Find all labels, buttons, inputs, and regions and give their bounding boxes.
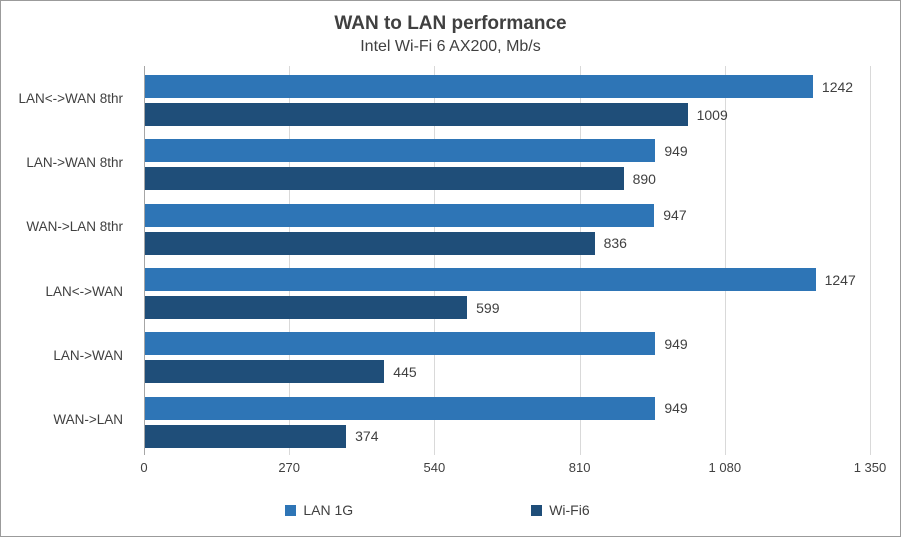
value-label: 1242	[821, 78, 854, 95]
value-label: 949	[664, 335, 688, 352]
category-axis: LAN<->WAN 8thr LAN->WAN 8thr WAN->LAN 8thr…	[1, 66, 136, 452]
bar-group: 949 374	[145, 388, 871, 452]
value-label: 1009	[696, 106, 728, 123]
bar-group: 949 445	[145, 323, 871, 387]
bar-wi-fi6	[145, 296, 468, 320]
x-tick-label: 1 080	[708, 460, 742, 475]
legend-item-wi-fi6: Wi-Fi6	[531, 502, 590, 518]
bar-group: 949 890	[145, 130, 871, 194]
chart-subtitle: Intel Wi-Fi 6 AX200, Mb/s	[360, 38, 541, 55]
bar-lan-1g	[145, 75, 813, 99]
gridline	[289, 66, 291, 455]
x-tick-label: 540	[423, 460, 446, 475]
x-tick-label: 0	[140, 460, 148, 475]
legend-label: Wi-Fi6	[549, 502, 590, 518]
value-label: 599	[476, 299, 500, 316]
bar-row: 949	[145, 139, 871, 163]
category-label: LAN->WAN 8thr	[26, 154, 123, 170]
gridline	[724, 66, 726, 455]
category-label: LAN<->WAN	[45, 283, 123, 299]
category-label: WAN->LAN	[53, 412, 123, 428]
value-label: 445	[393, 363, 417, 380]
bar-lan-1g	[145, 396, 656, 420]
y-axis-line	[144, 66, 145, 455]
x-tick-label: 270	[278, 460, 301, 475]
bar-group: 947 836	[145, 195, 871, 259]
value-label: 949	[664, 142, 688, 159]
bar-group: 1242 1009	[145, 66, 871, 130]
value-label: 1247	[824, 271, 856, 288]
legend-swatch-icon	[531, 504, 543, 516]
bar-row: 445	[145, 360, 871, 384]
bar-lan-1g	[145, 268, 816, 292]
bar-row: 949	[145, 332, 871, 356]
bar-row: 836	[145, 231, 871, 255]
bar-row: 1009	[145, 103, 871, 127]
gridline	[870, 66, 871, 455]
bar-row: 1242	[145, 75, 871, 99]
value-label: 836	[603, 235, 627, 252]
bar-row: 947	[145, 203, 871, 227]
gridline	[434, 66, 436, 455]
bar-group: 1247 599	[145, 259, 871, 323]
bar-lan-1g	[145, 203, 655, 227]
legend: LAN 1G Wi-Fi6	[1, 502, 887, 518]
category-label: LAN->WAN	[53, 347, 123, 363]
bar-row: 890	[145, 167, 871, 191]
value-axis: 0 270 540 810 1 080 1 350	[1, 460, 900, 480]
bar-wi-fi6	[145, 103, 688, 127]
category-label: LAN<->WAN 8thr	[18, 90, 123, 106]
value-label: 947	[663, 207, 687, 224]
bar-wi-fi6	[145, 360, 385, 384]
value-label: 949	[664, 400, 688, 417]
legend-swatch-icon	[285, 504, 297, 516]
bar-wi-fi6	[145, 231, 595, 255]
gridline	[579, 66, 581, 455]
legend-label: LAN 1G	[303, 502, 354, 518]
x-tick-label: 1 350	[853, 460, 887, 475]
value-label: 374	[355, 428, 379, 445]
bar-row: 1247	[145, 268, 871, 292]
plot-area: 1242 1009 949 890 947 836 1247 599 949 445 949 374	[144, 66, 871, 455]
bar-lan-1g	[145, 332, 656, 356]
x-tick-label: 810	[568, 460, 591, 475]
bar-lan-1g	[145, 139, 656, 163]
category-label: WAN->LAN 8thr	[26, 219, 123, 235]
bar-row: 949	[145, 396, 871, 420]
bar-wi-fi6	[145, 424, 347, 448]
value-label: 890	[632, 170, 656, 187]
chart-title: WAN to LAN performance	[334, 13, 567, 34]
legend-item-lan-1g: LAN 1G	[285, 502, 353, 518]
bar-wi-fi6	[145, 167, 624, 191]
bar-row: 374	[145, 424, 871, 448]
bar-row: 599	[145, 296, 871, 320]
